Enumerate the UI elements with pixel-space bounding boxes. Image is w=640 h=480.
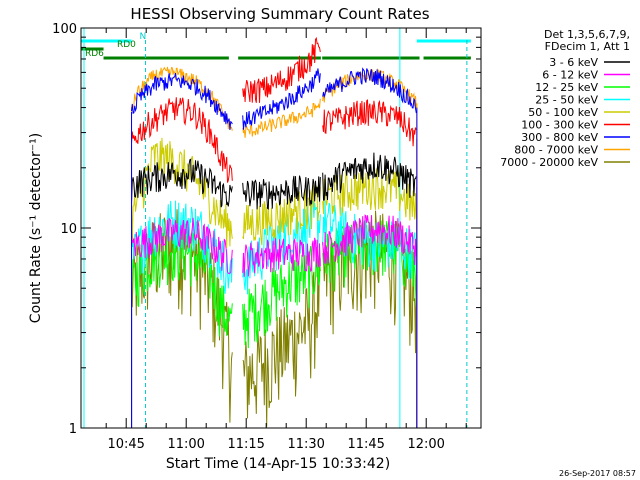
- series-trace: [131, 137, 233, 248]
- series-trace: [242, 237, 321, 277]
- series-trace: [131, 200, 233, 294]
- annotation-rd0: RD0: [81, 40, 136, 51]
- legend: Det 1,3,5,6,7,9,FDecim 1, Att 1 3 - 6 keV…: [500, 28, 630, 169]
- legend-entry-label: 25 - 50 keV: [535, 94, 598, 107]
- legend-entry-label: 6 - 12 keV: [542, 69, 598, 82]
- series-layer: [131, 36, 418, 428]
- series-trace: [131, 72, 233, 131]
- generation-timestamp: 26-Sep-2017 08:57: [559, 469, 636, 478]
- annotation-label: RD0: [117, 40, 136, 50]
- series-trace: [131, 217, 233, 274]
- series-trace: [242, 256, 321, 427]
- x-tick-label: 11:45: [347, 437, 384, 452]
- series-trace: [242, 98, 321, 138]
- series-trace: [242, 68, 321, 130]
- chart-title: HESSI Observing Summary Count Rates: [130, 5, 429, 23]
- annotation-n: N: [81, 32, 471, 43]
- series-trace: [131, 209, 233, 423]
- series-trace: [322, 200, 417, 280]
- legend-entry-label: 100 - 300 keV: [521, 119, 598, 132]
- series-trace: [242, 36, 321, 103]
- legend-entry-label: 7000 - 20000 keV: [500, 156, 598, 169]
- x-tick-label: 11:30: [287, 437, 324, 452]
- annotation-rd6: RD6: [85, 49, 471, 60]
- series-300-800-kev: [131, 67, 418, 428]
- x-tick-label: 11:00: [167, 437, 204, 452]
- legend-header: Det 1,3,5,6,7,9,: [544, 28, 630, 41]
- series-trace: [131, 66, 233, 131]
- series-trace: [242, 185, 321, 246]
- series-trace: [131, 97, 233, 183]
- legend-entry-label: 300 - 800 keV: [521, 131, 598, 144]
- series-trace: [322, 152, 417, 201]
- series-trace: [322, 214, 417, 266]
- y-tick-label: 1: [69, 422, 77, 437]
- series-trace: [322, 99, 417, 147]
- series-trace: [131, 158, 233, 208]
- legend-entry-label: 50 - 100 keV: [528, 106, 598, 119]
- x-axis-label: Start Time (14-Apr-15 10:33:42): [166, 456, 390, 472]
- legend-header: FDecim 1, Att 1: [545, 40, 630, 53]
- x-tick-label: 12:00: [407, 437, 444, 452]
- series-trace: [131, 224, 233, 337]
- series-trace: [242, 175, 321, 210]
- legend-entry-label: 3 - 6 keV: [549, 56, 598, 69]
- y-tick-label: 10: [60, 222, 77, 237]
- legend-entry-label: 12 - 25 keV: [535, 81, 598, 94]
- series-trace: [322, 67, 417, 114]
- annotation-label: N: [140, 32, 147, 42]
- y-axis-label: Count Rate (s⁻¹ detector⁻¹): [28, 133, 44, 323]
- axes: 1 10 100 10:45 11:00 11:15 11:30 11:45 12:00: [52, 22, 482, 452]
- series-trace: [322, 167, 417, 221]
- annotation-label: RD6: [85, 49, 104, 59]
- y-tick-label: 100: [52, 22, 77, 37]
- x-tick-label: 11:15: [227, 437, 264, 452]
- x-tick-label: 10:45: [107, 437, 144, 452]
- legend-entry-label: 800 - 7000 keV: [514, 144, 598, 157]
